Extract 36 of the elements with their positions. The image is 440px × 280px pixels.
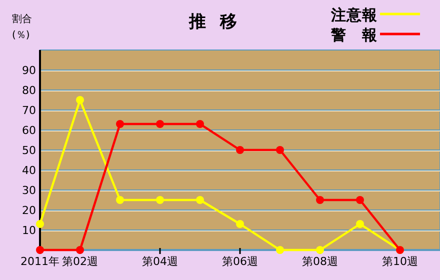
point [196,196,204,204]
point [116,120,124,128]
x-tick-label: 第08週 [302,255,338,268]
x-tick-label: 第04週 [142,255,178,268]
point [156,196,164,204]
x-tick-label: 第06週 [222,255,258,268]
y-tick-label: 20 [22,204,36,217]
point [316,246,324,254]
y-tick-label: 50 [22,144,36,157]
y-tick-label: 60 [22,124,36,137]
y-tick-label: 70 [22,104,36,117]
point [76,96,84,104]
point [276,146,284,154]
chart-title: 推移 [188,12,251,32]
y-tick-label: 90 [22,64,36,77]
point [76,246,84,254]
y-tick-label: 10 [22,224,36,237]
point [276,246,284,254]
point [356,220,364,228]
y-tick-label: 30 [22,184,36,197]
legend-label: 警報 [330,26,378,44]
point [236,146,244,154]
y-tick-label: 40 [22,164,36,177]
point [356,196,364,204]
legend-label: 注意報 [330,6,378,24]
point [156,120,164,128]
y-axis-title: 割合 (％) [12,13,32,41]
x-tick-label: 第02週 [62,255,98,268]
point [316,196,324,204]
x-tick-label: 第10週 [382,255,418,268]
point [196,120,204,128]
point [116,196,124,204]
point [236,220,244,228]
point [36,220,44,228]
x-tick-label: 2011年 [20,255,60,268]
y-tick-label: 80 [22,84,36,97]
